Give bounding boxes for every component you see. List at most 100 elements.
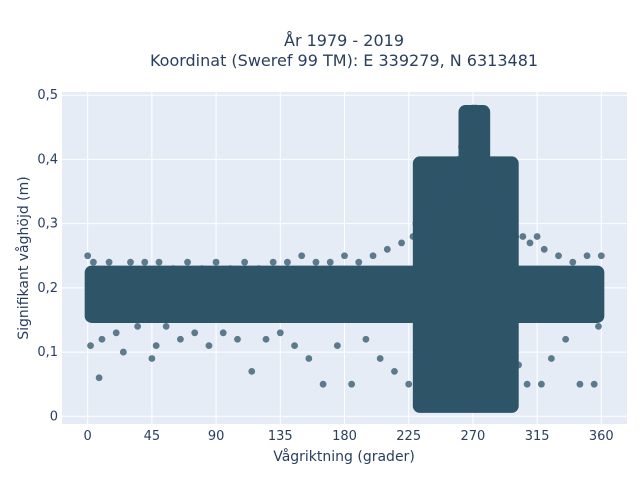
data-point — [512, 233, 520, 240]
data-point — [376, 355, 384, 362]
data-point — [326, 258, 334, 266]
data-point — [284, 258, 291, 266]
data-point — [255, 265, 263, 272]
data-point — [355, 258, 363, 266]
data-point — [333, 342, 341, 350]
y-tick-label: 0,1 — [37, 345, 58, 360]
x-tick-label: 360 — [589, 429, 614, 444]
data-point — [526, 239, 534, 247]
data-point — [415, 361, 423, 369]
data-point — [466, 111, 474, 118]
data-point — [590, 380, 598, 388]
x-tick-label: 180 — [332, 429, 357, 444]
data-point — [184, 258, 191, 266]
data-point — [440, 194, 448, 202]
data-point — [547, 355, 555, 362]
data-point — [597, 252, 605, 260]
data-point — [312, 258, 320, 266]
data-point — [262, 335, 270, 343]
data-point — [291, 342, 298, 350]
data-point — [429, 207, 437, 215]
data-point — [412, 220, 420, 228]
data-point — [383, 245, 391, 253]
data-point — [486, 175, 494, 183]
data-point — [119, 348, 127, 356]
data-point — [498, 213, 505, 221]
data-point — [305, 355, 313, 362]
x-tick-label: 270 — [460, 429, 485, 444]
y-tick-label: 0,3 — [37, 217, 58, 232]
data-point — [98, 335, 106, 343]
data-point — [212, 258, 220, 266]
data-point — [234, 335, 241, 343]
x-axis-ticks: 0 45 90 135 180 225 270 315 360 — [84, 429, 614, 444]
data-points — [84, 104, 605, 388]
data-point — [452, 162, 460, 170]
data-point — [555, 252, 562, 260]
chart-title-line1: År 1979 - 2019 — [284, 31, 404, 50]
x-tick-label: 225 — [396, 429, 421, 444]
data-point — [540, 245, 548, 253]
x-tick-label: 90 — [208, 429, 225, 444]
data-point — [152, 342, 160, 350]
data-point — [269, 258, 277, 266]
data-point — [483, 162, 491, 170]
data-point — [419, 239, 427, 247]
data-point — [391, 367, 398, 375]
data-point — [89, 258, 97, 266]
data-point — [169, 265, 177, 272]
data-point — [569, 258, 577, 266]
data-point — [87, 342, 94, 350]
data-point — [405, 380, 413, 388]
y-axis-ticks: 0 0,1 0,2 0,3 0,4 0,5 — [37, 88, 58, 424]
data-point — [276, 329, 284, 337]
data-point — [198, 265, 206, 272]
data-point — [241, 258, 249, 266]
data-point — [426, 226, 434, 234]
y-axis-label: Signifikant våghöjd (m) — [15, 176, 32, 339]
data-point — [490, 194, 498, 202]
data-point — [433, 380, 441, 388]
dense-cloud — [458, 105, 491, 163]
data-point — [583, 252, 591, 260]
x-tick-label: 315 — [525, 429, 550, 444]
data-point — [423, 213, 431, 221]
data-point — [448, 175, 455, 183]
data-point — [191, 329, 199, 337]
data-point — [398, 239, 405, 247]
data-point — [112, 329, 120, 337]
data-point — [95, 374, 103, 382]
x-tick-label: 135 — [268, 429, 293, 444]
data-point — [595, 322, 602, 330]
data-point — [226, 265, 234, 272]
x-tick-label: 45 — [144, 429, 161, 444]
data-point — [155, 258, 163, 266]
data-point — [369, 252, 377, 260]
data-point — [576, 380, 584, 388]
data-point — [533, 233, 541, 240]
data-point — [476, 117, 484, 125]
data-point — [472, 104, 480, 112]
data-point — [438, 181, 445, 189]
data-point — [219, 329, 227, 337]
data-point — [348, 380, 356, 388]
x-axis-label: Vågriktning (grader) — [273, 448, 415, 465]
data-point — [248, 367, 256, 375]
x-tick-label: 0 — [84, 429, 92, 444]
data-point — [480, 136, 488, 144]
dense-point-clouds — [84, 105, 605, 413]
data-point — [562, 335, 570, 343]
data-point — [443, 168, 451, 176]
data-point — [127, 258, 134, 266]
data-point — [500, 207, 508, 215]
data-point — [505, 220, 512, 228]
y-tick-label: 0 — [50, 409, 58, 424]
data-point — [409, 233, 417, 240]
data-point — [455, 156, 463, 163]
data-point — [509, 226, 517, 234]
data-point — [537, 380, 545, 388]
data-point — [162, 322, 170, 330]
y-tick-label: 0,2 — [37, 281, 58, 296]
data-point — [105, 258, 113, 266]
